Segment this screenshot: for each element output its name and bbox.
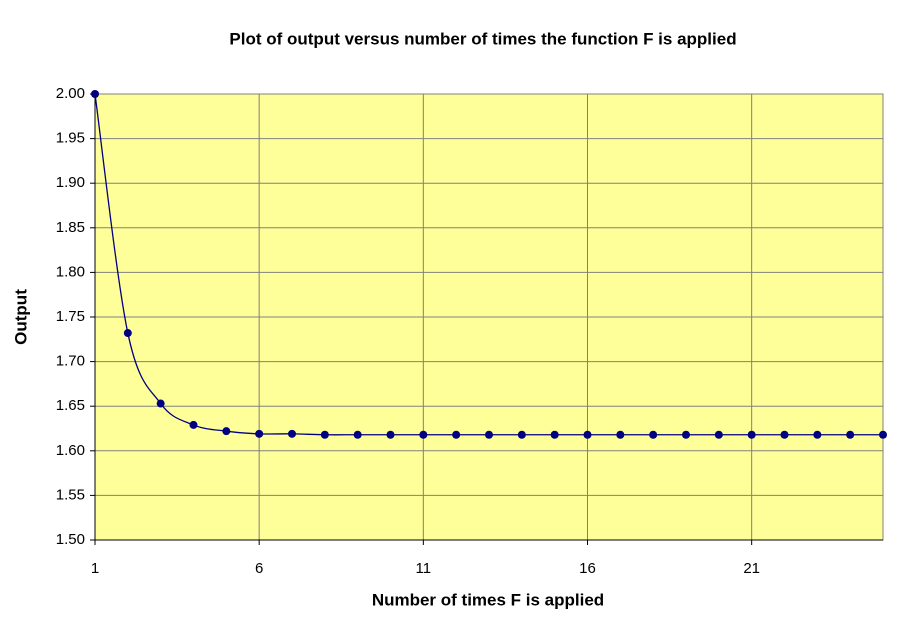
- data-point: [780, 430, 789, 439]
- x-tick-label: 16: [579, 560, 596, 577]
- y-tick-label: 1.80: [56, 263, 85, 280]
- x-tick-label: 6: [255, 560, 263, 577]
- data-point: [255, 429, 264, 438]
- chart-title: Plot of output versus number of times th…: [229, 29, 736, 48]
- x-axis-label: Number of times F is applied: [372, 590, 604, 609]
- data-point: [485, 430, 493, 439]
- y-tick-label: 1.55: [56, 486, 85, 503]
- data-point: [288, 429, 296, 438]
- data-point: [616, 430, 625, 439]
- data-point: [583, 430, 592, 439]
- data-point: [452, 430, 461, 439]
- y-tick-label: 2.00: [56, 85, 85, 102]
- data-point: [682, 430, 690, 439]
- y-tick-label: 1.85: [56, 219, 85, 236]
- data-point: [353, 430, 362, 439]
- x-tick-label: 21: [743, 560, 760, 577]
- y-tick-label: 1.95: [56, 130, 85, 147]
- y-axis-label: Output: [11, 289, 30, 345]
- data-point: [386, 430, 395, 439]
- data-point: [419, 430, 428, 439]
- data-point: [550, 430, 559, 439]
- data-point: [91, 90, 99, 98]
- y-tick-label: 1.60: [56, 442, 85, 459]
- data-point: [714, 430, 723, 439]
- data-point: [123, 329, 132, 338]
- data-point: [320, 430, 329, 439]
- data-point: [156, 399, 165, 408]
- data-point: [879, 430, 887, 439]
- data-point: [649, 430, 658, 439]
- y-tick-label: 1.65: [56, 397, 85, 414]
- data-point: [813, 430, 822, 439]
- y-tick-label: 1.75: [56, 308, 85, 325]
- data-point: [747, 430, 756, 439]
- data-point: [189, 420, 198, 429]
- y-tick-label: 1.70: [56, 353, 85, 370]
- data-point: [517, 430, 526, 439]
- x-tick-label: 1: [91, 560, 99, 577]
- y-tick-label: 1.50: [56, 531, 85, 548]
- data-point: [846, 430, 855, 439]
- x-tick-label: 11: [416, 560, 432, 577]
- y-tick-label: 1.90: [56, 174, 85, 191]
- data-point: [222, 427, 231, 436]
